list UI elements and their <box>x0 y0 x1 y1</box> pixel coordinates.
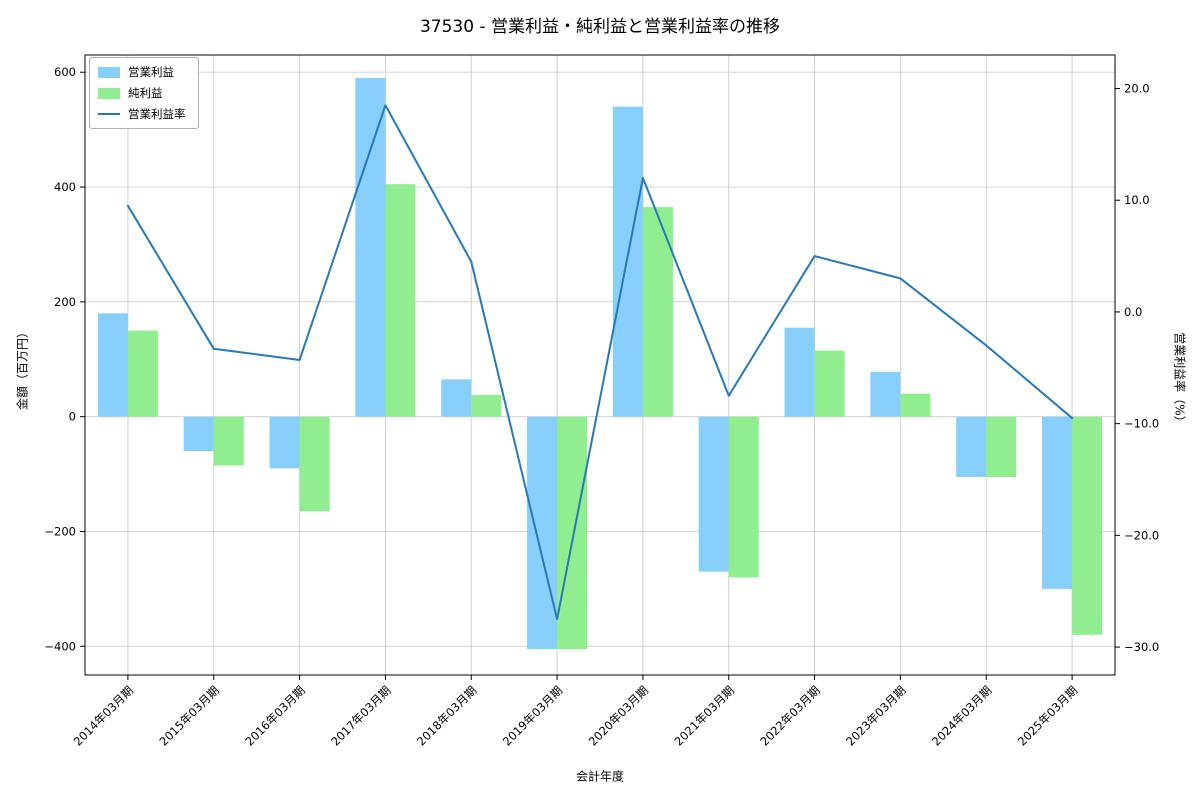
bar-純利益 <box>299 416 330 512</box>
x-tick-label: 2024年03月期 <box>929 683 994 748</box>
x-tick-label: 2025年03月期 <box>1015 683 1080 748</box>
bar-営業利益 <box>97 313 128 417</box>
right-tick-label: 20.0 <box>1124 82 1150 96</box>
chart-title: 37530 - 営業利益・純利益と営業利益率の推移 <box>419 17 781 37</box>
left-tick-label: 400 <box>54 180 76 194</box>
bar-純利益 <box>127 330 158 417</box>
bar-営業利益 <box>183 416 214 452</box>
bar-純利益 <box>986 416 1017 477</box>
bar-純利益 <box>471 394 502 417</box>
left-tick-label: 200 <box>54 295 76 309</box>
legend-label: 純利益 <box>128 86 163 100</box>
bar-純利益 <box>213 416 244 466</box>
x-axis-label: 会計年度 <box>575 769 625 784</box>
x-tick-label: 2018年03月期 <box>414 683 479 748</box>
x-tick-label: 2016年03月期 <box>242 683 307 748</box>
x-tick-label: 2022年03月期 <box>757 683 822 748</box>
bar-営業利益 <box>870 371 901 417</box>
right-tick-label: 0.0 <box>1124 305 1142 319</box>
plot-background <box>85 55 1115 675</box>
bar-営業利益 <box>441 379 472 417</box>
x-tick-label: 2017年03月期 <box>328 683 393 748</box>
y-axis-label-right: 営業利益率（%） <box>1172 332 1187 428</box>
legend-label: 営業利益率 <box>128 107 186 121</box>
left-tick-label: −400 <box>44 639 76 653</box>
bar-営業利益 <box>1042 416 1073 589</box>
x-tick-label: 2019年03月期 <box>500 683 565 748</box>
bar-営業利益 <box>355 77 386 417</box>
right-tick-label: −30.0 <box>1124 640 1159 654</box>
line-営業利益率 <box>126 104 1074 621</box>
legend-item-3: 営業利益率 <box>98 106 186 122</box>
bar-営業利益 <box>527 416 558 650</box>
y-axis-label-left: 金額（百万円） <box>15 325 30 411</box>
bar-営業利益 <box>612 106 643 417</box>
x-tick-label: 2021年03月期 <box>672 683 737 748</box>
left-tick-label: −200 <box>44 524 76 538</box>
legend-color-swatch <box>98 87 120 99</box>
bar-純利益 <box>642 207 673 417</box>
right-tick-label: −10.0 <box>1124 417 1159 431</box>
bar-純利益 <box>728 416 759 578</box>
right-tick-label: 10.0 <box>1124 193 1150 207</box>
x-tick-label: 2014年03月期 <box>71 683 136 748</box>
bar-純利益 <box>900 393 931 417</box>
bar-営業利益 <box>269 416 300 469</box>
bar-純利益 <box>814 350 845 417</box>
left-tick-label: 0 <box>69 410 76 424</box>
bar-営業利益 <box>698 416 729 572</box>
bar-営業利益 <box>784 327 815 417</box>
plot-border <box>84 54 1116 676</box>
x-tick-label: 2015年03月期 <box>157 683 222 748</box>
legend-line-sample <box>98 113 120 115</box>
x-tick-label: 2020年03月期 <box>586 683 651 748</box>
legend-label: 営業利益 <box>128 65 174 79</box>
bar-純利益 <box>385 184 416 417</box>
legend-line-swatch <box>98 109 120 120</box>
bar-営業利益 <box>956 416 987 477</box>
legend-item-1: 営業利益 <box>98 64 186 80</box>
right-tick-label: −20.0 <box>1124 528 1159 542</box>
bar-純利益 <box>1072 416 1103 635</box>
bar-純利益 <box>557 416 588 650</box>
legend-item-2: 純利益 <box>98 85 186 101</box>
legend-color-swatch <box>98 66 120 78</box>
left-tick-label: 600 <box>54 65 76 79</box>
chart-legend: 営業利益純利益営業利益率 <box>89 57 199 129</box>
x-tick-label: 2023年03月期 <box>843 683 908 748</box>
